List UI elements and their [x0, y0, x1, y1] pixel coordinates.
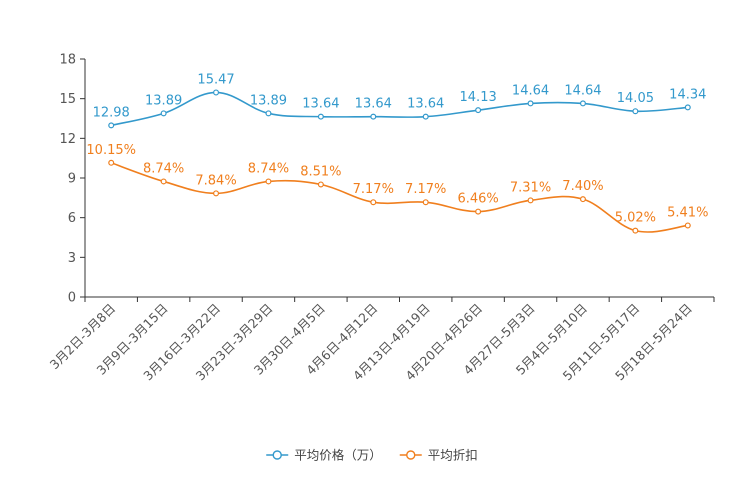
data-label: 8.51% — [300, 164, 341, 179]
data-label: 7.31% — [510, 180, 551, 195]
data-point[interactable] — [475, 208, 482, 215]
data-label: 13.64 — [355, 97, 392, 112]
data-label: 13.89 — [145, 93, 182, 108]
data-point[interactable] — [632, 227, 639, 234]
y-tick-label: 9 — [68, 172, 76, 187]
data-point[interactable] — [422, 113, 429, 120]
data-point[interactable] — [684, 104, 691, 111]
y-tick-label: 0 — [68, 291, 76, 306]
data-label: 5.41% — [667, 205, 708, 220]
data-point[interactable] — [370, 113, 377, 120]
data-label: 14.05 — [617, 91, 654, 106]
data-label: 7.17% — [353, 182, 394, 197]
data-label: 13.64 — [302, 97, 339, 112]
data-label: 6.46% — [457, 192, 498, 207]
data-label: 13.64 — [407, 97, 444, 112]
legend-label: 平均价格（万） — [294, 448, 382, 463]
data-point[interactable] — [108, 122, 115, 129]
y-tick-label: 15 — [59, 92, 76, 107]
data-label: 5.02% — [615, 211, 656, 226]
series-1: 12.98 13.89 15.47 13.89 13.64 13.64 13.64 14.13… — [93, 72, 706, 129]
legend-item-1[interactable]: 平均价格（万） — [266, 448, 382, 463]
data-point[interactable] — [684, 222, 691, 229]
data-label: 14.13 — [460, 90, 497, 105]
legend[interactable]: 平均价格（万） 平均折扣 — [266, 448, 478, 463]
legend-marker-icon — [272, 450, 282, 460]
data-label: 8.74% — [143, 161, 184, 176]
data-label: 12.98 — [93, 105, 130, 120]
data-point[interactable] — [579, 196, 586, 203]
data-point[interactable] — [579, 100, 586, 107]
data-point[interactable] — [265, 110, 272, 117]
data-point[interactable] — [370, 199, 377, 206]
data-point[interactable] — [527, 197, 534, 204]
series-line — [111, 91, 688, 127]
data-label: 7.17% — [405, 182, 446, 197]
legend-item-2[interactable]: 平均折扣 — [399, 448, 478, 463]
y-tick-label: 6 — [68, 211, 76, 226]
data-point[interactable] — [160, 110, 167, 117]
legend-marker-icon — [406, 450, 416, 460]
series-layer: 12.98 13.89 15.47 13.89 13.64 13.64 13.64 14.13… — [86, 72, 708, 234]
data-label: 7.40% — [562, 179, 603, 194]
data-point[interactable] — [265, 178, 272, 185]
data-label: 14.64 — [512, 83, 549, 98]
data-point[interactable] — [160, 178, 167, 185]
y-tick-label: 3 — [68, 251, 76, 266]
data-point[interactable] — [317, 113, 324, 120]
series-line — [110, 162, 688, 233]
y-tick-label: 18 — [59, 53, 76, 68]
data-point[interactable] — [527, 100, 534, 107]
data-point[interactable] — [213, 190, 220, 197]
data-point[interactable] — [632, 108, 639, 115]
data-label: 15.47 — [197, 72, 234, 87]
data-label: 8.74% — [248, 161, 289, 176]
data-label: 7.84% — [195, 173, 236, 188]
data-label: 13.89 — [250, 93, 287, 108]
data-label: 10.15% — [86, 143, 136, 158]
data-point[interactable] — [317, 181, 324, 188]
data-point[interactable] — [475, 107, 482, 114]
y-tick-label: 12 — [59, 132, 76, 147]
series-2: 10.15% 8.74% 7.84% 8.74% 8.51% 7.17% 7.17% 6.46… — [86, 143, 708, 234]
data-point[interactable] — [108, 159, 115, 166]
data-label: 14.64 — [564, 83, 601, 98]
data-label: 14.34 — [669, 87, 706, 102]
legend-label: 平均折扣 — [428, 448, 478, 463]
data-point[interactable] — [213, 89, 220, 96]
data-point[interactable] — [422, 199, 429, 206]
